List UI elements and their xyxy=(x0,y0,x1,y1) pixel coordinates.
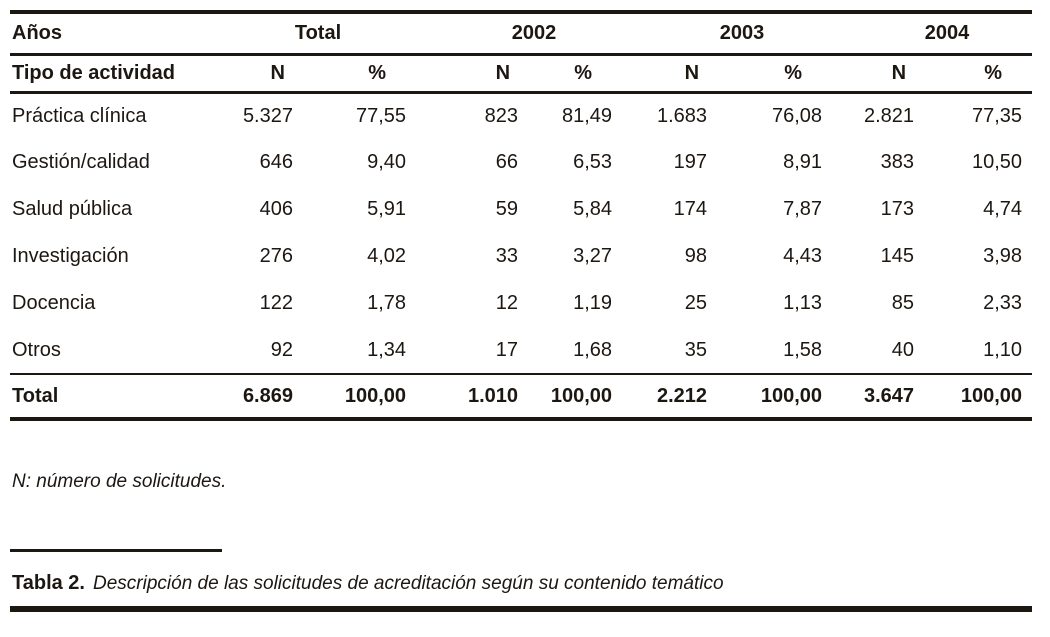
total-cell: 6.869 xyxy=(242,384,293,407)
group-header-2003: 2003 xyxy=(719,21,765,44)
row-label: Docencia xyxy=(12,292,96,314)
cell: 98 xyxy=(684,245,708,267)
table-caption-number: Tabla 2. xyxy=(12,572,85,594)
cell: 646 xyxy=(259,151,293,173)
group-header-2002: 2002 xyxy=(511,21,557,44)
cell: 25 xyxy=(684,292,708,314)
cell: 174 xyxy=(673,198,708,220)
table-figure: Años Total 2002 2003 2004 Tipo de activi… xyxy=(10,10,1033,612)
cell: 92 xyxy=(270,338,293,361)
cell: 77,35 xyxy=(971,104,1023,127)
total-cell: 100,00 xyxy=(960,384,1023,407)
n-header-2004: N xyxy=(891,61,907,84)
cell: 1,34 xyxy=(367,338,407,361)
cell: 35 xyxy=(684,338,708,361)
cell: 4,43 xyxy=(783,245,823,267)
cell: 1,78 xyxy=(367,292,407,314)
sub-header-row: Tipo de actividad N % N % N % N % xyxy=(10,54,1033,92)
total-cell: 3.647 xyxy=(863,384,915,407)
table-row: Gestión/calidad 646 9,40 66 6,53 197 8,9… xyxy=(10,139,1032,186)
total-cell: 100,00 xyxy=(344,384,407,407)
cell: 276 xyxy=(259,245,293,267)
cell: 81,49 xyxy=(561,104,613,127)
row-label: Gestión/calidad xyxy=(12,151,150,173)
cell: 66 xyxy=(495,151,519,173)
cell: 5,91 xyxy=(367,198,407,220)
cell: 383 xyxy=(880,151,915,173)
cell: 2.821 xyxy=(863,104,915,127)
cell: 173 xyxy=(880,198,915,220)
cell: 1,19 xyxy=(573,292,613,314)
cell: 4,02 xyxy=(367,245,407,267)
pct-header-2003: % xyxy=(784,61,803,84)
cell: 406 xyxy=(259,198,293,220)
group-header-total: Total xyxy=(294,21,342,44)
cell: 59 xyxy=(495,198,519,220)
cell: 17 xyxy=(495,338,519,361)
caption-separator-rule xyxy=(10,549,222,552)
statistics-table: Años Total 2002 2003 2004 Tipo de activi… xyxy=(10,10,1033,421)
cell: 122 xyxy=(259,292,293,314)
cell: 76,08 xyxy=(771,104,823,127)
cell: 5,84 xyxy=(573,198,613,220)
group-header-2004: 2004 xyxy=(924,21,970,44)
total-cell: 1.010 xyxy=(467,384,519,407)
table-caption: Tabla 2. Descripción de las solicitudes d… xyxy=(10,572,1032,595)
table-row: Otros 92 1,34 17 1,68 35 1,58 40 1,10 xyxy=(10,327,1033,374)
table-row: Práctica clínica 5.327 77,55 823 81,49 1… xyxy=(10,92,1032,139)
total-row: Total 6.869 100,00 1.010 100,00 2.212 10… xyxy=(10,374,1033,419)
pct-header-2002: % xyxy=(574,61,593,84)
bottom-rule xyxy=(10,606,1032,612)
cell: 1,58 xyxy=(783,338,823,361)
row-label: Práctica clínica xyxy=(12,104,147,127)
cell: 4,74 xyxy=(983,198,1023,220)
cell: 1,13 xyxy=(783,292,823,314)
cell: 823 xyxy=(484,104,519,127)
pct-header-total: % xyxy=(368,61,387,84)
row-label: Investigación xyxy=(12,245,129,267)
cell: 5.327 xyxy=(242,104,293,127)
total-cell: 100,00 xyxy=(760,384,823,407)
cell: 3,27 xyxy=(573,245,613,267)
total-cell: 100,00 xyxy=(550,384,613,407)
cell: 8,91 xyxy=(783,151,823,173)
cell: 1,10 xyxy=(983,338,1023,361)
table-row: Docencia 122 1,78 12 1,19 25 1,13 85 2,3… xyxy=(10,280,1032,327)
cell: 2,33 xyxy=(983,292,1023,314)
table-row: Investigación 276 4,02 33 3,27 98 4,43 1… xyxy=(10,233,1032,280)
years-header: Años xyxy=(12,21,62,44)
cell: 9,40 xyxy=(367,151,407,173)
cell: 3,98 xyxy=(983,245,1023,267)
cell: 33 xyxy=(495,245,519,267)
activity-type-header: Tipo de actividad xyxy=(12,61,175,84)
cell: 1.683 xyxy=(656,104,708,127)
total-cell: 2.212 xyxy=(656,384,708,407)
group-header-row: Años Total 2002 2003 2004 xyxy=(10,12,1033,54)
cell: 10,50 xyxy=(971,151,1023,173)
cell: 7,87 xyxy=(783,198,823,220)
cell: 40 xyxy=(891,338,915,361)
table-caption-text: Descripción de las solicitudes de acredi… xyxy=(93,573,724,594)
table-footnote: N: número de solicitudes. xyxy=(12,471,227,492)
cell: 6,53 xyxy=(573,151,613,173)
row-label: Salud pública xyxy=(12,198,133,220)
cell: 77,55 xyxy=(355,104,407,127)
table-row: Salud pública 406 5,91 59 5,84 174 7,87 … xyxy=(10,186,1032,233)
cell: 197 xyxy=(673,151,708,173)
total-row-label: Total xyxy=(12,384,59,407)
n-header-2003: N xyxy=(684,61,700,84)
cell: 85 xyxy=(891,292,915,314)
cell: 145 xyxy=(880,245,915,267)
pct-header-2004: % xyxy=(984,61,1003,84)
n-header-2002: N xyxy=(495,61,511,84)
row-label: Otros xyxy=(12,338,61,361)
cell: 1,68 xyxy=(573,338,613,361)
cell: 12 xyxy=(495,292,519,314)
n-header-total: N xyxy=(270,61,285,84)
